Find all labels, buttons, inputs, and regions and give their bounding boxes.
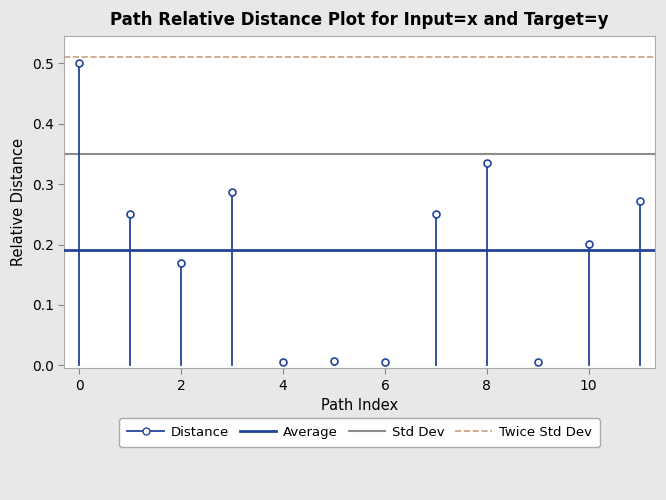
- Legend: Distance, Average, Std Dev, Twice Std Dev: Distance, Average, Std Dev, Twice Std De…: [119, 418, 599, 447]
- Twice Std Dev: [127, 54, 135, 60]
- Std Dev: [127, 151, 135, 157]
- Average: [127, 247, 135, 253]
- Std Dev: [75, 151, 83, 157]
- Title: Path Relative Distance Plot for Input=x and Target=y: Path Relative Distance Plot for Input=x …: [110, 11, 609, 29]
- X-axis label: Path Index: Path Index: [321, 398, 398, 413]
- Y-axis label: Relative Distance: Relative Distance: [11, 138, 26, 266]
- Twice Std Dev: [75, 54, 83, 60]
- Average: [75, 247, 83, 253]
